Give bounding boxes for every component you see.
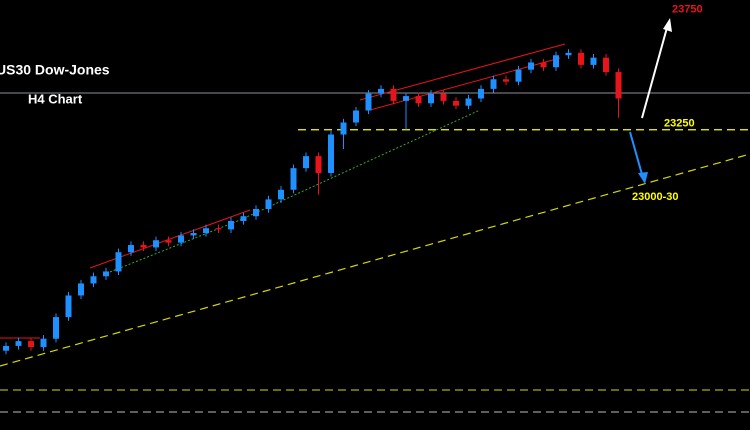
support-trend (239, 109, 481, 221)
candle-body (328, 134, 334, 173)
candle-body (53, 317, 59, 339)
target-label: 23750 (672, 4, 703, 16)
candle-body (590, 57, 597, 65)
candle-body (315, 156, 322, 173)
candle-body (415, 96, 422, 104)
candle-body (153, 240, 159, 248)
candle-body (178, 235, 184, 243)
candle-body (3, 345, 9, 351)
candle-body (215, 228, 222, 230)
support-zone-label: 23000-30 (632, 191, 679, 203)
candle-body (165, 240, 172, 243)
candle-body (290, 168, 297, 190)
up-arrow-head (663, 18, 672, 32)
support-label: 23250 (664, 118, 695, 130)
candle-body (565, 52, 572, 56)
candle-body (465, 98, 472, 106)
chart-subtitle: H4 Chart (28, 91, 83, 106)
candle-body (128, 245, 134, 253)
candle-body (503, 79, 509, 82)
candle-body (115, 252, 122, 272)
candle-body (265, 199, 272, 209)
candle-body (140, 245, 147, 248)
candle-body (378, 88, 384, 94)
candle-body (203, 228, 209, 234)
candle-body (90, 276, 97, 284)
down-arrow-head (638, 172, 648, 184)
chart-title: US30 Dow-Jones (0, 62, 110, 78)
candle-body (253, 208, 259, 217)
candle-body (353, 110, 359, 123)
up-arrow (641, 23, 669, 119)
candle-body (578, 52, 584, 65)
candle-body (365, 93, 372, 111)
candle-body (478, 88, 484, 99)
candle-body (390, 88, 397, 101)
candle-body (240, 216, 247, 222)
candle-body (540, 62, 547, 68)
candle-body (228, 221, 234, 230)
candle-body (528, 62, 534, 70)
candle-body (603, 57, 609, 73)
candle-body (440, 93, 447, 101)
candle-body (428, 93, 434, 104)
candle-body (190, 233, 197, 236)
candle-body (340, 122, 347, 135)
candle-body (490, 79, 497, 89)
candle-body (65, 295, 72, 318)
candle-body (553, 55, 559, 68)
candle-body (78, 283, 84, 296)
candle-body (515, 69, 522, 82)
candle-body (28, 341, 34, 348)
candle-body (303, 156, 309, 169)
candle-body (403, 96, 409, 101)
candle-body (278, 189, 284, 200)
candle-body (615, 72, 622, 99)
down-arrow (629, 131, 644, 179)
candle-body (453, 100, 459, 106)
candle-body (103, 271, 109, 277)
candle-body (40, 338, 47, 348)
candle-body (15, 341, 22, 346)
